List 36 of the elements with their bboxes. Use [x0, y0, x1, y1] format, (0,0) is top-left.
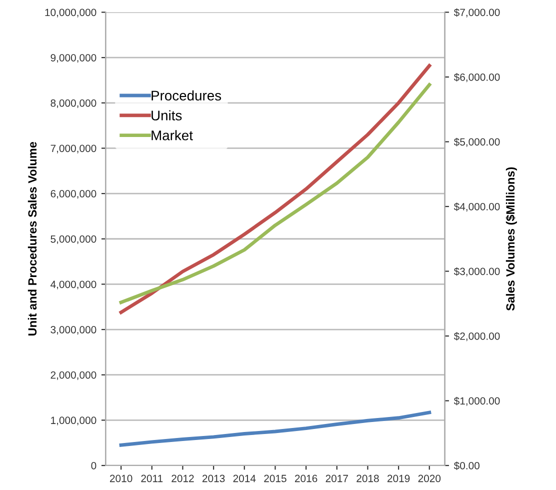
y-tick-label: 3,000,000	[50, 326, 96, 335]
legend-label: Units	[152, 110, 182, 120]
y-tick-label: 0	[91, 462, 96, 470]
y-tick-label: 6,000,000	[50, 190, 96, 199]
y-tick-label: 10,000,000	[45, 8, 96, 18]
y2-tick-label: $0.00	[454, 462, 480, 470]
y2-axis-title: Sales Volumes ($Millions)	[506, 167, 517, 311]
y2-tick-label: $6,000.00	[454, 73, 500, 82]
y-tick-label: 1,000,000	[51, 416, 96, 426]
y2-tick-label: $5,000.00	[454, 138, 500, 147]
y-tick-label: 8,000,000	[50, 99, 96, 108]
y2-tick-label: $3,000.00	[454, 267, 500, 276]
x-tick-label: 2015	[264, 474, 286, 482]
y-tick-label: 4,000,000	[50, 280, 96, 290]
y-axis-title: Unit and Procedures Sales Volume	[28, 142, 37, 336]
x-tick-label: 2013	[202, 474, 225, 482]
x-tick-label: 2010	[110, 474, 132, 482]
y-tick-label: 2,000,000	[50, 371, 96, 380]
legend-label: Market	[152, 130, 193, 140]
y-tick-label: 7,000,000	[50, 144, 96, 154]
line-series	[119, 410, 432, 447]
x-tick-label: 2012	[172, 474, 194, 482]
y2-tick-label: $4,000.00	[454, 202, 500, 212]
x-tick-label: 2016	[294, 474, 318, 482]
x-tick-label: 2020	[418, 474, 441, 482]
x-tick-label: 2019	[387, 474, 410, 482]
x-tick-label: 2014	[233, 474, 256, 482]
y2-tick-label: $1,000.00	[454, 396, 500, 406]
y-tick-label: 5,000,000	[50, 235, 96, 244]
y2-tick-label: $2,000.00	[454, 332, 500, 342]
y2-tick-label: $7,000.00	[454, 8, 500, 18]
x-tick-label: 2011	[141, 474, 163, 482]
y-tick-label: 9,000,000	[50, 54, 96, 63]
x-tick-label: 2017	[326, 474, 348, 482]
x-tick-label: 2018	[356, 474, 379, 482]
legend-label: Procedures	[152, 90, 222, 101]
